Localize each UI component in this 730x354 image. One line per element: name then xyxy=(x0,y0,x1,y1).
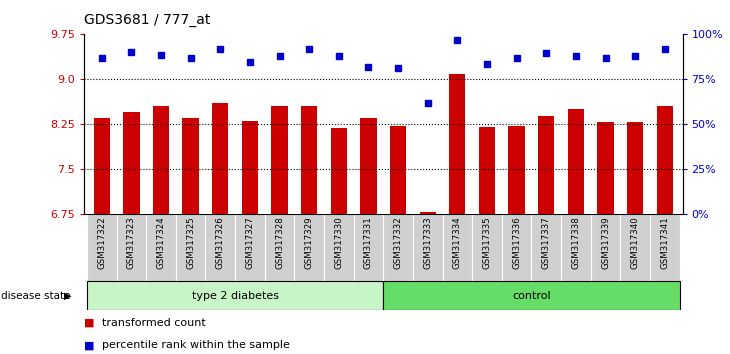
Text: disease state: disease state xyxy=(1,291,70,301)
Bar xyxy=(597,122,614,214)
Text: GSM317340: GSM317340 xyxy=(631,216,639,269)
Text: GSM317337: GSM317337 xyxy=(542,216,550,269)
Bar xyxy=(301,106,318,214)
Text: ■: ■ xyxy=(84,340,94,350)
Bar xyxy=(390,126,406,214)
Bar xyxy=(146,214,176,281)
Bar xyxy=(561,214,591,281)
Bar xyxy=(331,128,347,214)
Text: control: control xyxy=(512,291,550,301)
Text: GSM317329: GSM317329 xyxy=(304,216,314,269)
Bar xyxy=(383,214,413,281)
Bar xyxy=(294,214,324,281)
Bar xyxy=(479,127,495,214)
Text: GSM317322: GSM317322 xyxy=(97,216,107,269)
Bar xyxy=(324,214,353,281)
Bar xyxy=(361,118,377,214)
Text: GSM317331: GSM317331 xyxy=(364,216,373,269)
Bar xyxy=(442,214,472,281)
Bar xyxy=(272,106,288,214)
Text: GSM317327: GSM317327 xyxy=(245,216,254,269)
Bar xyxy=(656,106,673,214)
Bar xyxy=(123,112,139,214)
Text: transformed count: transformed count xyxy=(102,318,206,328)
Bar xyxy=(650,214,680,281)
Text: GSM317328: GSM317328 xyxy=(275,216,284,269)
Bar xyxy=(205,214,235,281)
Text: GSM317324: GSM317324 xyxy=(156,216,166,269)
Text: GSM317339: GSM317339 xyxy=(601,216,610,269)
Text: GSM317330: GSM317330 xyxy=(334,216,343,269)
Text: GDS3681 / 777_at: GDS3681 / 777_at xyxy=(84,12,210,27)
Bar xyxy=(509,126,525,214)
Bar xyxy=(87,281,383,310)
Bar xyxy=(620,214,650,281)
Bar xyxy=(212,103,228,214)
Bar xyxy=(353,214,383,281)
Text: GSM317323: GSM317323 xyxy=(127,216,136,269)
Bar xyxy=(627,122,643,214)
Text: ▶: ▶ xyxy=(64,291,72,301)
Bar xyxy=(591,214,620,281)
Text: type 2 diabetes: type 2 diabetes xyxy=(191,291,279,301)
Bar xyxy=(472,214,502,281)
Bar xyxy=(176,214,205,281)
Text: GSM317334: GSM317334 xyxy=(453,216,462,269)
Text: GSM317341: GSM317341 xyxy=(660,216,669,269)
Text: GSM317336: GSM317336 xyxy=(512,216,521,269)
Bar xyxy=(531,214,561,281)
Text: GSM317338: GSM317338 xyxy=(572,216,580,269)
Bar xyxy=(153,106,169,214)
Text: percentile rank within the sample: percentile rank within the sample xyxy=(102,340,290,350)
Bar xyxy=(568,109,584,214)
Bar xyxy=(413,214,442,281)
Bar xyxy=(383,281,680,310)
Text: GSM317325: GSM317325 xyxy=(186,216,195,269)
Bar xyxy=(420,212,436,214)
Bar xyxy=(93,118,110,214)
Bar xyxy=(242,121,258,214)
Text: ■: ■ xyxy=(84,318,94,328)
Text: GSM317335: GSM317335 xyxy=(483,216,491,269)
Bar xyxy=(502,214,531,281)
Text: GSM317332: GSM317332 xyxy=(393,216,402,269)
Bar xyxy=(538,116,554,214)
Bar xyxy=(87,214,117,281)
Bar xyxy=(117,214,146,281)
Text: GSM317333: GSM317333 xyxy=(423,216,432,269)
Text: GSM317326: GSM317326 xyxy=(216,216,225,269)
Bar xyxy=(182,118,199,214)
Bar xyxy=(449,74,466,214)
Bar xyxy=(265,214,294,281)
Bar xyxy=(235,214,265,281)
